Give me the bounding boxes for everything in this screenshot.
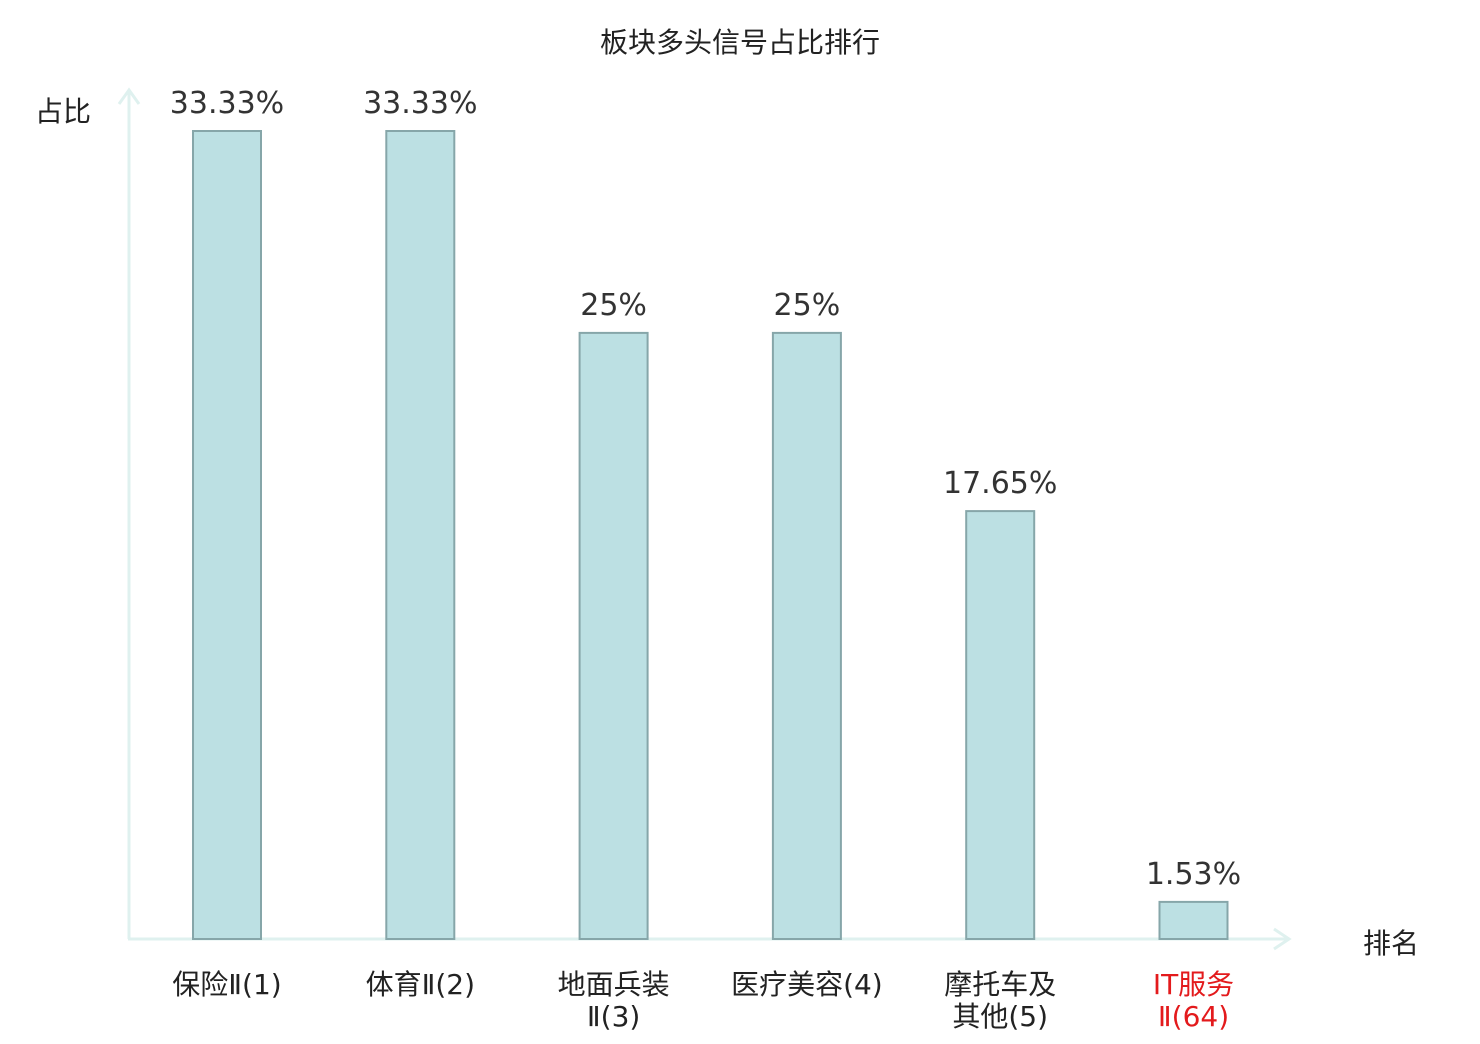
category-label-line: Ⅱ(3) xyxy=(587,1000,640,1033)
bar xyxy=(385,130,456,940)
category-label-line: 体育Ⅱ(2) xyxy=(366,968,475,1001)
category-label-line: Ⅱ(64) xyxy=(1158,1000,1229,1033)
category-label-line: IT服务 xyxy=(1153,968,1234,1001)
category-label: 地面兵装 Ⅱ(3) xyxy=(558,968,670,1033)
chart-title: 板块多头信号占比排行 xyxy=(600,26,880,59)
bar-value-label: 33.33% xyxy=(170,86,284,121)
bar xyxy=(965,510,1036,940)
category-label: 医疗美容(4) xyxy=(731,968,883,1001)
bar xyxy=(578,331,649,940)
x-axis-label: 排名 xyxy=(1363,927,1419,960)
bar-value-label: 33.33% xyxy=(363,86,477,121)
bars-group xyxy=(192,130,1229,941)
category-label: IT服务 Ⅱ(64) xyxy=(1153,968,1234,1033)
category-label: 体育Ⅱ(2) xyxy=(366,968,475,1001)
y-axis-label: 占比 xyxy=(35,95,91,128)
category-label-line: 其他(5) xyxy=(952,1000,1048,1033)
bar-value-label: 25% xyxy=(580,288,647,323)
bar xyxy=(1158,900,1229,941)
bar xyxy=(771,331,842,940)
category-label-line: 医疗美容(4) xyxy=(731,968,883,1001)
bar-value-label: 25% xyxy=(774,288,841,323)
y-axis-arrow xyxy=(117,87,141,105)
category-label: 摩托车及其他(5) xyxy=(944,968,1056,1033)
category-label-line: 地面兵装 xyxy=(558,968,670,1001)
category-label: 保险Ⅱ(1) xyxy=(172,968,281,1001)
x-axis-arrow xyxy=(1273,927,1292,951)
category-label-line: 保险Ⅱ(1) xyxy=(172,968,281,1001)
bar xyxy=(192,130,262,940)
bar-value-label: 1.53% xyxy=(1146,857,1241,892)
category-labels-group: 保险Ⅱ(1) 体育Ⅱ(2) 地面兵装 Ⅱ(3) 医疗美容(4) 摩托车及其他(5) IT服务… xyxy=(172,968,1234,1033)
value-labels-group: 33.33% 33.33% 25% 25% 17.65% 1.53% xyxy=(170,86,1241,892)
bar-value-label: 17.65% xyxy=(943,466,1057,501)
category-label-line: 摩托车及 xyxy=(944,968,1056,1001)
axes xyxy=(117,87,1292,951)
